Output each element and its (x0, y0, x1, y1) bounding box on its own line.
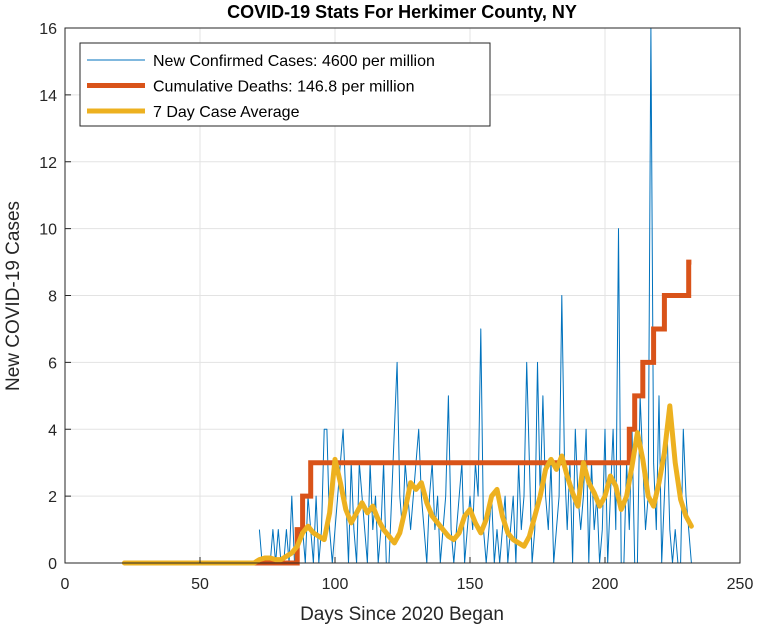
x-axis-label: Days Since 2020 Began (300, 604, 504, 625)
y-tick-label: 8 (48, 289, 57, 306)
y-tick-label: 0 (48, 556, 57, 573)
x-tick-label: 100 (322, 576, 349, 593)
legend-entry: Cumulative Deaths: 146.8 per million (153, 79, 414, 96)
axis-ticks: 0 50 100 150 200 250 0 2 4 6 8 10 12 14 16 (39, 21, 753, 593)
plot-data (121, 27, 694, 566)
x-tick-label: 0 (61, 576, 70, 593)
chart-title: COVID-19 Stats For Herkimer County, NY (227, 2, 577, 22)
series-7-day-case-average (121, 403, 694, 566)
y-tick-label: 2 (48, 489, 57, 506)
x-tick-label: 150 (457, 576, 484, 593)
legend-entry: New Confirmed Cases: 4600 per million (153, 53, 435, 70)
y-tick-label: 10 (39, 222, 57, 239)
y-tick-label: 4 (48, 422, 57, 439)
y-tick-label: 16 (39, 21, 57, 38)
y-tick-label: 6 (48, 355, 57, 372)
legend: New Confirmed Cases: 4600 per million Cum… (79, 42, 491, 127)
y-tick-label: 14 (39, 88, 57, 105)
y-axis-label: New COVID-19 Cases (3, 201, 24, 391)
x-tick-label: 50 (191, 576, 209, 593)
y-tick-label: 12 (39, 155, 57, 172)
legend-entry: 7 Day Case Average (153, 104, 300, 121)
series-cumulative-deaths (124, 259, 692, 566)
x-tick-label: 250 (727, 576, 754, 593)
x-tick-label: 200 (592, 576, 619, 593)
legend-box (79, 42, 491, 127)
